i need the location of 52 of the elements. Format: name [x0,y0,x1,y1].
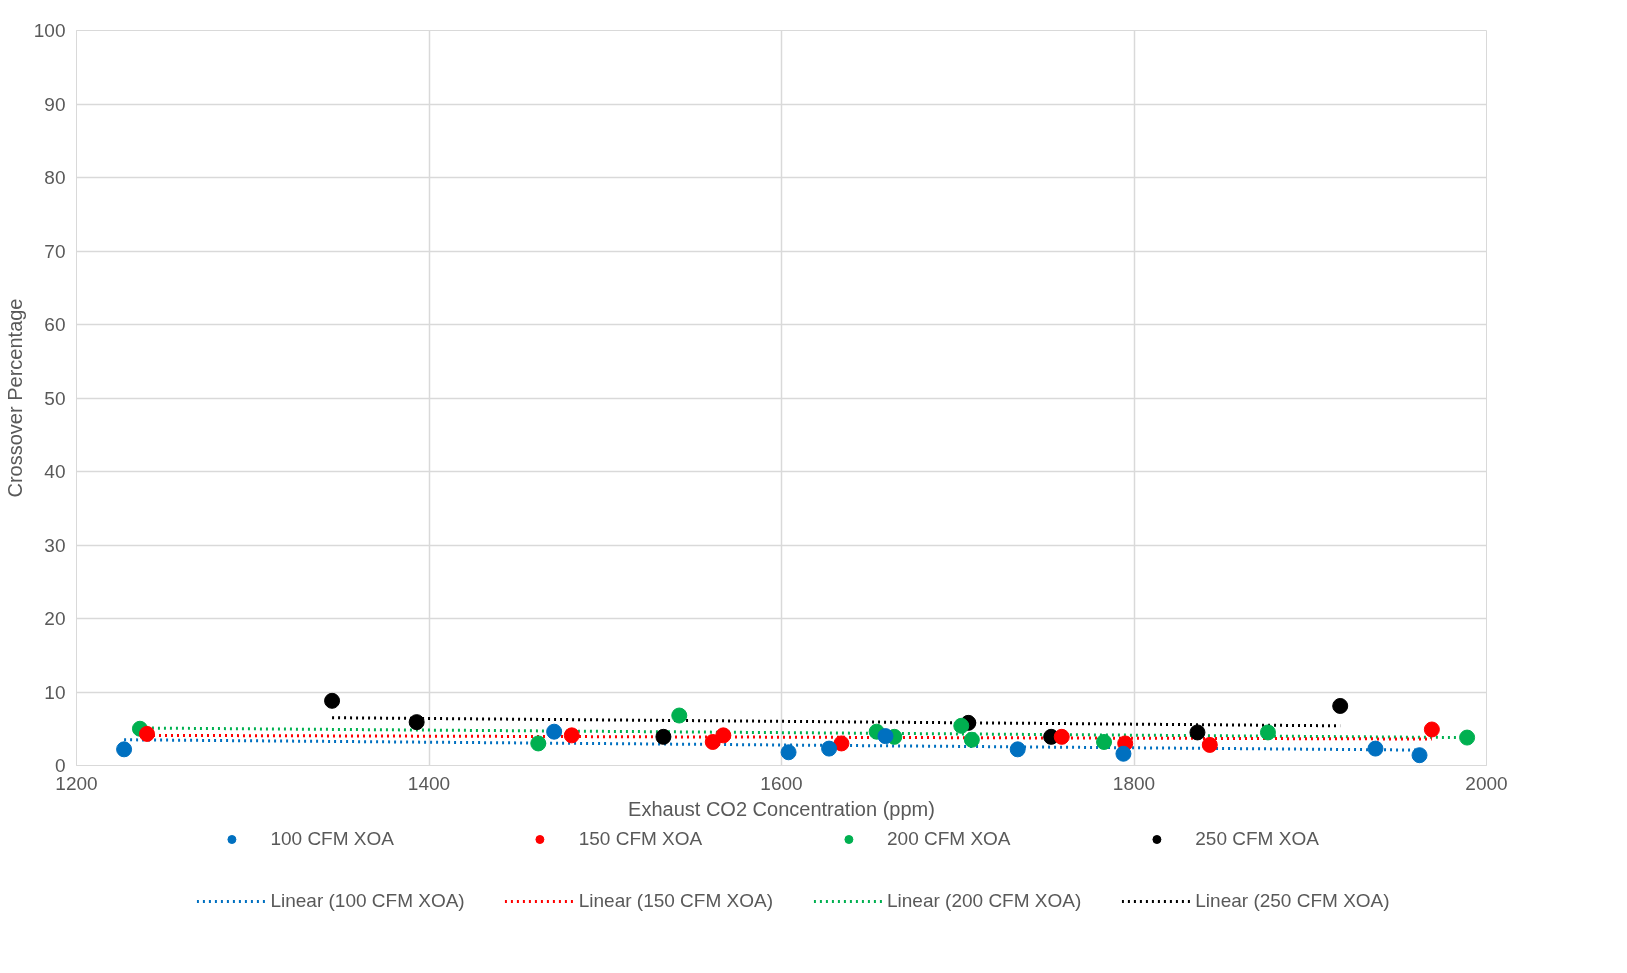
legend-label: Linear (150 CFM XOA) [578,889,773,912]
point [139,725,155,742]
y-tick-label: 80 [44,167,66,188]
y-tick-label: 50 [44,387,66,409]
point [546,723,563,740]
y-tick-label: 10 [44,681,66,703]
point [877,728,894,745]
point [1053,728,1070,745]
point [1189,724,1206,741]
legend-label: 150 CFM XOA [578,827,703,850]
point [1201,736,1218,753]
point [1332,697,1349,714]
x-tick-label: 1600 [760,772,803,794]
x-tick-label: 1800 [1112,772,1156,794]
y-tick-label: 60 [44,314,66,335]
y-tick-label: 20 [44,608,66,629]
point [1009,741,1026,758]
point [408,714,425,731]
point [1115,745,1132,762]
point [530,735,547,752]
y-tick-label: 100 [33,20,66,41]
point [963,731,980,748]
point [833,735,850,752]
legend-label: 200 CFM XOA [887,827,1011,850]
point [1259,724,1276,741]
y-tick-label: 70 [44,240,66,262]
y-tick-label: 40 [44,461,66,482]
point [1459,729,1476,746]
point [1096,733,1113,750]
legend-label: Linear (250 CFM XOA) [1195,889,1390,912]
legend-label: 100 CFM XOA [270,827,394,850]
legend-label: Linear (100 CFM XOA) [270,889,465,912]
point [953,717,970,734]
y-axis-title: Crossover Percentage [3,298,26,498]
point [1423,721,1440,738]
y-tick-label: 30 [44,534,66,556]
point [1367,740,1384,757]
point [563,727,580,744]
legend-label: Linear (200 CFM XOA) [887,889,1082,912]
point [655,728,672,745]
point [671,707,688,724]
legend-label: 250 CFM XOA [1195,827,1319,850]
point [116,741,133,758]
point [715,727,732,744]
x-axis-title: Exhaust CO2 Concentration (ppm) [628,797,935,820]
point [1411,747,1428,764]
point [324,692,341,709]
x-tick-label: 1400 [407,772,451,794]
point [780,744,797,761]
point [821,740,838,757]
x-tick-label: 2000 [1465,772,1508,794]
y-tick-label: 90 [44,93,66,115]
